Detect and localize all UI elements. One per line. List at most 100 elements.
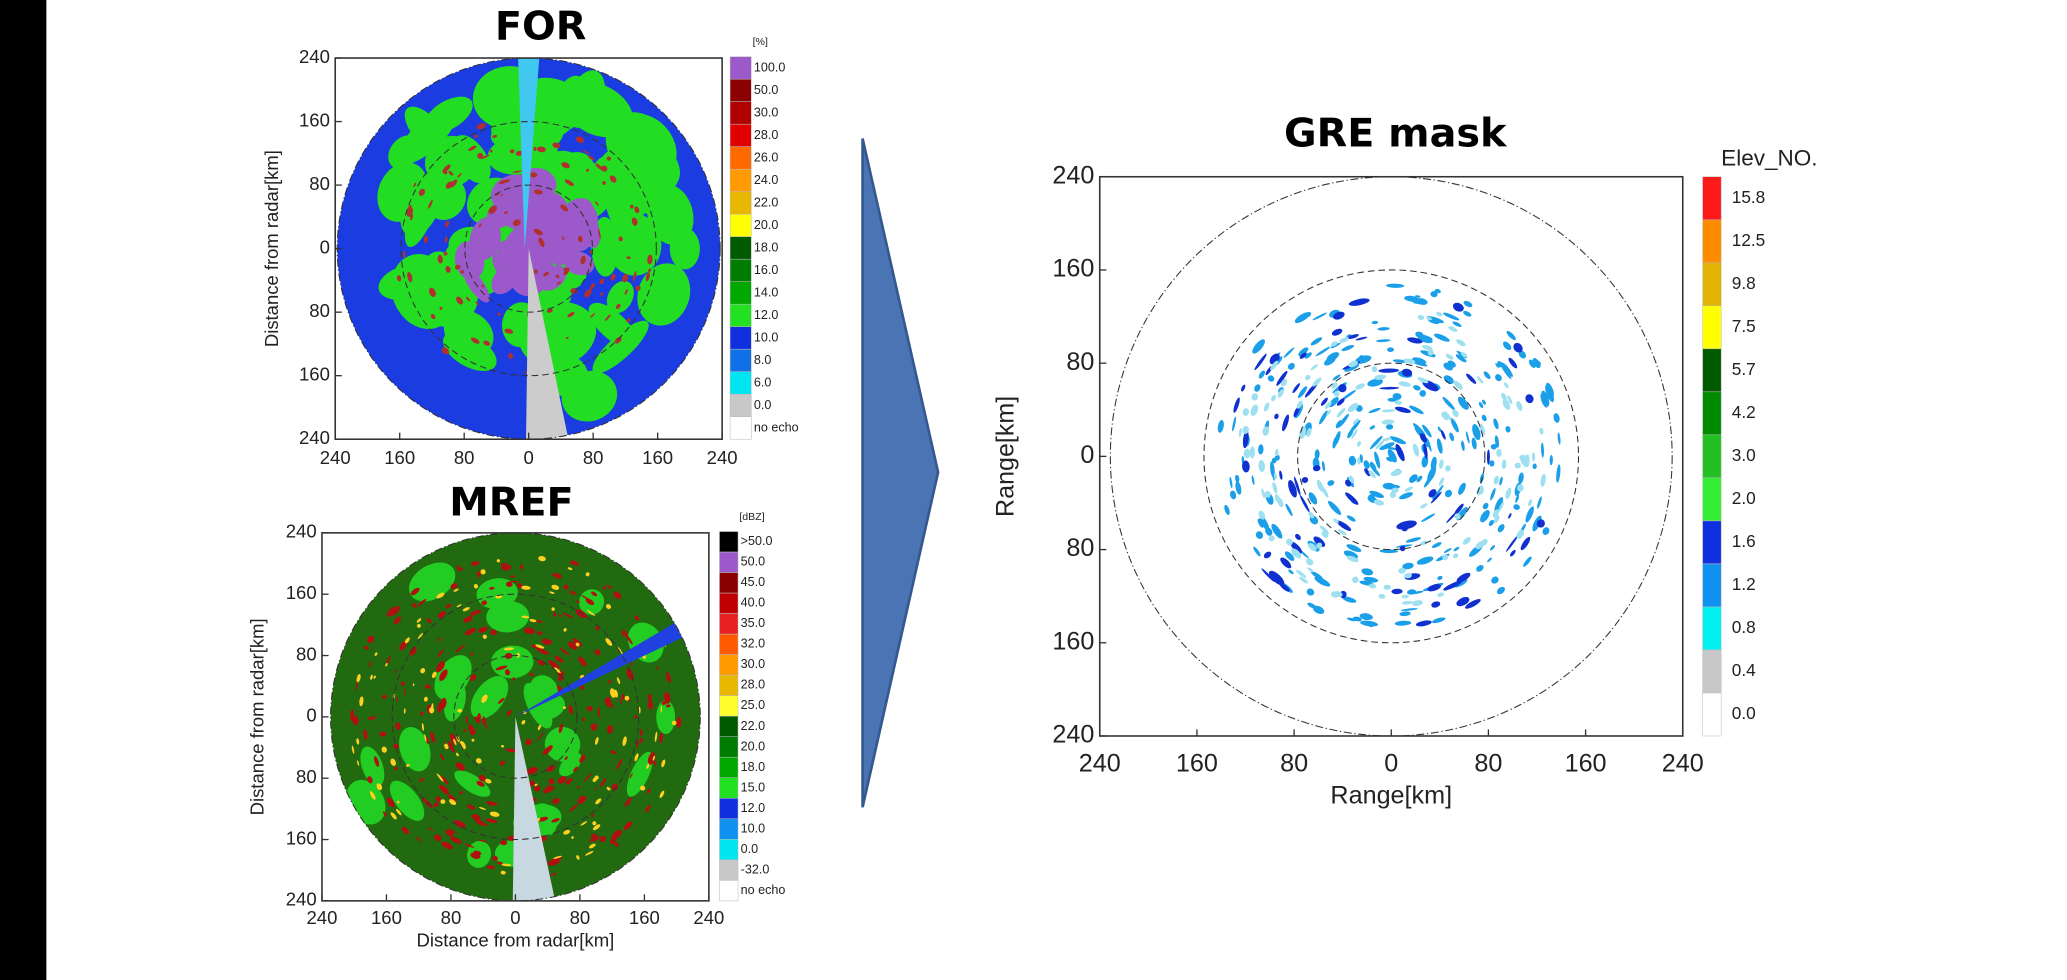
- radar-echo: [1507, 357, 1519, 370]
- y-axis-label: Range[km]: [992, 396, 1020, 517]
- radar-echo: [1478, 508, 1492, 523]
- radar-echo: [1461, 440, 1466, 451]
- radar-echo: [1401, 594, 1409, 598]
- radar-echo: [1433, 332, 1451, 343]
- radar-echo: [1344, 491, 1360, 506]
- x-tick-label: 80: [570, 907, 591, 928]
- radar-echo: [1524, 505, 1536, 523]
- y-tick-label: 160: [1052, 627, 1094, 655]
- colorbar-label: 8.0: [754, 353, 772, 367]
- radar-echo: [1505, 426, 1511, 433]
- y-tick-label: 160: [286, 827, 317, 848]
- x-tick-label: 160: [1565, 750, 1607, 778]
- radar-echo: [1320, 485, 1329, 498]
- colorbar-label: 0.4: [1732, 660, 1756, 680]
- radar-echo: [1436, 438, 1444, 454]
- radar-echo: [1301, 476, 1309, 483]
- colorbar-swatch: [1703, 564, 1722, 607]
- radar-image: [331, 533, 709, 901]
- colorbar-label: 30.0: [754, 105, 778, 119]
- radar-echo: [1263, 550, 1273, 559]
- radar-echo: [1489, 487, 1497, 501]
- x-tick-label: 240: [1662, 750, 1704, 778]
- x-tick-label: 160: [371, 907, 402, 928]
- radar-echo: [1421, 455, 1429, 468]
- colorbar-label: 20.0: [754, 218, 778, 232]
- x-axis-label: Range[km]: [1330, 781, 1452, 809]
- radar-echo: [1437, 592, 1445, 598]
- colorbar-label: 5.7: [1732, 359, 1756, 379]
- radar-echo: [1443, 547, 1452, 554]
- colorbar-swatch: [1703, 177, 1722, 220]
- radar-echo: [1452, 379, 1464, 391]
- colorbar-label: 10.0: [741, 821, 765, 835]
- radar-echo: [1399, 611, 1411, 617]
- y-tick-label: 160: [299, 364, 330, 385]
- colorbar-swatch: [719, 532, 738, 553]
- radar-echo: [1496, 523, 1506, 534]
- colorbar-label: 9.8: [1732, 273, 1756, 293]
- colorbar-swatch: [1703, 306, 1722, 349]
- colorbar-unit: [%]: [753, 36, 768, 48]
- colorbar-swatch: [730, 79, 751, 102]
- radar-echo: [1383, 585, 1391, 590]
- radar-image: [1217, 283, 1561, 627]
- colorbar-swatch: [1703, 435, 1722, 478]
- radar-echo: [1250, 446, 1255, 458]
- radar-echo: [1258, 460, 1265, 473]
- radar-echo: [1420, 512, 1435, 523]
- left-bar: [0, 0, 46, 980]
- radar-echo: [1270, 394, 1277, 402]
- radar-echo: [1313, 575, 1331, 589]
- radar-echo: [1395, 620, 1412, 626]
- radar-echo: [1404, 486, 1414, 493]
- radar-echo: [1441, 396, 1456, 412]
- x-tick-label: 0: [510, 907, 520, 928]
- y-tick-label: 0: [1080, 441, 1094, 469]
- radar-echo: [1235, 475, 1240, 483]
- x-tick-label: 160: [629, 907, 660, 928]
- colorbar-swatch: [1703, 693, 1722, 736]
- colorbar-label: 14.0: [754, 285, 778, 299]
- colorbar-swatch: [719, 614, 738, 635]
- colorbar-swatch: [730, 169, 751, 192]
- colorbar-label: 15.0: [741, 780, 765, 794]
- radar-echo: [1371, 320, 1378, 324]
- radar-echo: [1532, 452, 1535, 461]
- colorbar-swatch: [719, 819, 738, 840]
- radar-echo: [1496, 585, 1507, 595]
- x-tick-label: 160: [1176, 750, 1218, 778]
- x-tick-label: 240: [307, 907, 338, 928]
- radar-echo: [1348, 297, 1370, 307]
- colorbar-swatch: [730, 237, 751, 260]
- radar-echo: [1412, 384, 1421, 391]
- radar-echo: [1376, 339, 1391, 343]
- radar-echo: [1540, 474, 1547, 488]
- x-tick-label: 0: [1384, 750, 1398, 778]
- radar-echo: [1253, 353, 1268, 371]
- radar-echo: [1315, 346, 1331, 358]
- radar-echo: [1522, 556, 1533, 568]
- colorbar-label: 24.0: [754, 173, 778, 187]
- radar-echo: [1217, 419, 1225, 433]
- colorbar-swatch: [719, 798, 738, 819]
- radar-echo: [1312, 312, 1328, 321]
- radar-echo: [1488, 519, 1495, 527]
- radar-echo: [1284, 503, 1293, 517]
- radar-echo: [1232, 397, 1241, 413]
- radar-echo: [1242, 407, 1250, 416]
- colorbar-label: 7.5: [1732, 316, 1756, 336]
- radar-echo: [1505, 330, 1517, 342]
- radar-echo: [1512, 503, 1520, 511]
- radar-echo: [1318, 410, 1329, 426]
- slide: FOR2401608008016024024016080080160240Dis…: [0, 0, 2067, 980]
- radar-echo: [1527, 499, 1533, 507]
- x-tick-label: 160: [642, 447, 673, 468]
- radar-echo: [1378, 368, 1399, 373]
- radar-echo: [1405, 536, 1421, 543]
- radar-echo: [1274, 413, 1280, 420]
- radar-echo: [1369, 424, 1376, 430]
- colorbar-swatch: [730, 147, 751, 170]
- y-axis-label: Distance from radar[km]: [246, 618, 267, 815]
- panel-title: MREF: [449, 480, 573, 526]
